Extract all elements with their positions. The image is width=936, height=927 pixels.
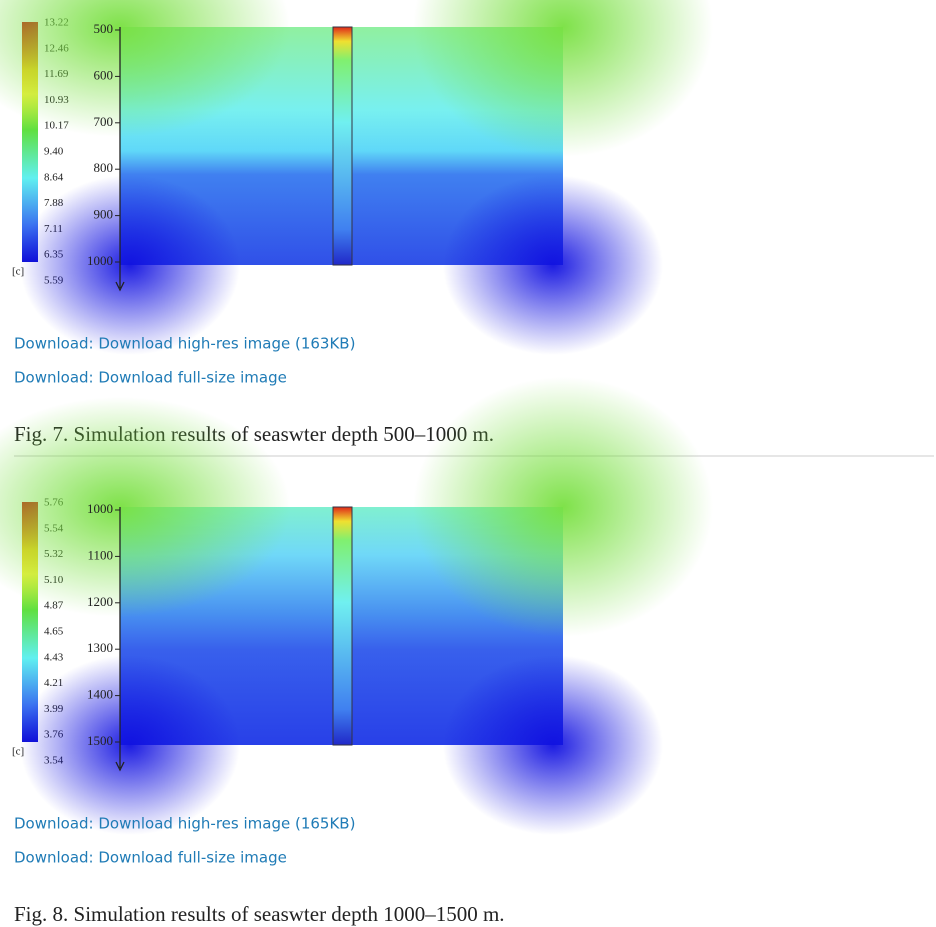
- contour-corner: [0, 397, 290, 617]
- depth-label: 900: [94, 207, 114, 222]
- axis-arrow: [115, 281, 125, 292]
- download-link[interactable]: Download: Download full-size image: [14, 369, 287, 387]
- depth-label: 1500: [87, 733, 113, 748]
- depth-label: 1100: [87, 547, 113, 562]
- depth-label: 1300: [87, 640, 113, 655]
- colorbar-label: 4.65: [44, 626, 64, 638]
- pipe: [332, 26, 353, 266]
- contour-corner: [413, 0, 713, 157]
- figure-caption: Fig. 8. Simulation results of seaswter d…: [14, 902, 505, 926]
- download-link[interactable]: Download: Download high-res image (163KB…: [14, 335, 355, 353]
- depth-label: 800: [94, 160, 114, 175]
- axis-arrow: [115, 761, 125, 772]
- download-link[interactable]: Download: Download full-size image: [14, 849, 287, 867]
- contour-corner: [443, 655, 663, 835]
- contour-corner: [413, 377, 713, 637]
- figure: 5.765.545.325.104.874.654.434.213.993.76…: [0, 377, 713, 926]
- contour-corner: [0, 0, 290, 137]
- colorbar-label: 4.43: [44, 651, 64, 663]
- depth-label: 600: [94, 67, 114, 82]
- depth-label: 1400: [87, 687, 113, 702]
- contour-corner: [443, 175, 663, 355]
- contour-corner: [20, 655, 240, 835]
- depth-label: 1000: [87, 253, 113, 268]
- depth-label: 1200: [87, 594, 113, 609]
- colorbar-label: 8.64: [44, 171, 64, 183]
- depth-label: 1000: [87, 501, 113, 516]
- contour-corner: [20, 175, 240, 355]
- figure: 13.2212.4611.6910.9310.179.408.647.887.1…: [0, 0, 934, 457]
- depth-label: 700: [94, 114, 114, 129]
- pipe: [332, 506, 353, 746]
- colorbar-label: 9.40: [44, 146, 64, 158]
- download-link[interactable]: Download: Download high-res image (165KB…: [14, 815, 355, 833]
- depth-label: 500: [94, 21, 114, 36]
